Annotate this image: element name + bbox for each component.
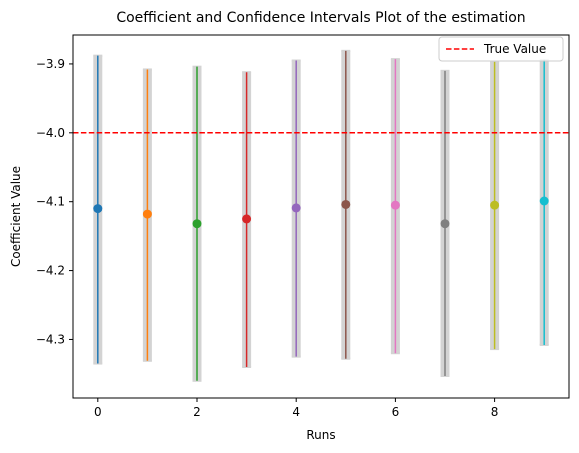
point-run-8 xyxy=(490,200,500,210)
point-run-4 xyxy=(291,203,301,213)
point-run-5 xyxy=(341,199,351,209)
legend-box xyxy=(438,36,564,62)
plot-layer xyxy=(73,49,569,382)
axes-frame xyxy=(72,34,570,399)
point-run-1 xyxy=(142,209,152,219)
y-tick-label: −4.2 xyxy=(36,264,65,278)
point-run-7 xyxy=(440,219,450,229)
chart-title: Coefficient and Confidence Intervals Plo… xyxy=(116,10,525,26)
y-tick-label: −3.9 xyxy=(36,57,65,71)
x-tick-label: 0 xyxy=(94,405,102,419)
x-axis-label: Runs xyxy=(306,428,335,442)
ticks-layer: 0 2 4 6 8 −3.9 −4.0 −4.1 −4.2 −4.3 xyxy=(36,57,499,419)
y-tick-label: −4.0 xyxy=(36,126,65,140)
x-tick-label: 2 xyxy=(193,405,201,419)
point-run-2 xyxy=(192,219,202,229)
point-run-6 xyxy=(390,200,400,210)
x-tick-label: 6 xyxy=(392,405,400,419)
y-tick-label: −4.1 xyxy=(36,195,65,209)
legend: True Value xyxy=(438,36,564,62)
legend-label-true-value: True Value xyxy=(483,42,546,56)
x-tick-label: 4 xyxy=(292,405,300,419)
point-run-3 xyxy=(242,214,252,224)
y-axis-label: Coefficient Value xyxy=(9,166,23,267)
y-tick-label: −4.3 xyxy=(36,332,65,346)
x-tick-label: 8 xyxy=(491,405,499,419)
point-run-0 xyxy=(93,204,103,214)
point-run-9 xyxy=(539,196,549,206)
